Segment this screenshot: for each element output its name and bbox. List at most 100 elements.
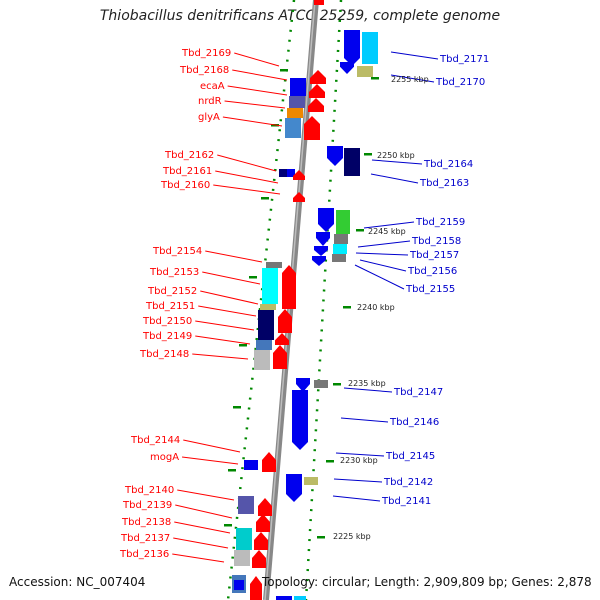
leader-line xyxy=(183,439,241,453)
gene-feature xyxy=(290,78,306,96)
gene-feature xyxy=(244,460,258,470)
gene-arrow-forward xyxy=(250,576,262,600)
gene-label-left: Tbd_2138 xyxy=(121,517,171,528)
gene-arrow-forward xyxy=(308,98,324,112)
gene-feature xyxy=(276,596,292,600)
leader-line xyxy=(172,553,225,563)
leader-line xyxy=(363,221,415,229)
gene-feature xyxy=(254,350,270,370)
topology-text: Topology: circular; Length: 2,909,809 bp… xyxy=(262,575,592,589)
scale-tick xyxy=(228,469,236,472)
gene-feature xyxy=(357,66,373,77)
gene-feature xyxy=(287,108,303,118)
gene-label-right: Tbd_2163 xyxy=(419,178,469,189)
feature-top-red xyxy=(314,0,324,5)
label-leaders xyxy=(172,51,439,563)
map-title: Thiobacillus denitrificans ATCC 25259, c… xyxy=(99,8,501,24)
gene-arrow-forward xyxy=(304,116,320,140)
gene-arrow-forward xyxy=(258,498,272,516)
gene-label-right: Tbd_2170 xyxy=(435,77,485,88)
gene-features xyxy=(232,30,378,600)
dotted-guides xyxy=(226,0,343,600)
gene-label-left: Tbd_2151 xyxy=(145,301,195,312)
leader-line xyxy=(173,537,229,549)
accession-text: Accession: NC_007404 xyxy=(9,575,146,589)
gene-feature xyxy=(344,148,360,176)
leader-line xyxy=(177,489,235,501)
leader-line xyxy=(205,250,263,263)
leader-line xyxy=(198,305,257,317)
leader-line xyxy=(175,504,233,519)
scale-tick xyxy=(333,383,341,386)
leader-line xyxy=(195,335,251,345)
guide-dotted-line-right xyxy=(304,0,343,600)
gene-label-right: Tbd_2171 xyxy=(439,54,489,65)
left-gene-labels: Tbd_2169 Tbd_2168 ecaA nrdR glyA Tbd_2162 Tbd_… xyxy=(119,48,231,560)
scale-tick xyxy=(317,536,325,539)
gene-arrow-reverse xyxy=(312,256,326,266)
leader-line xyxy=(355,252,409,256)
gene-arrow-forward xyxy=(252,550,266,568)
gene-label-left: Tbd_2137 xyxy=(120,533,170,544)
gene-label-right: Tbd_2155 xyxy=(405,284,455,295)
gene-arrow-forward xyxy=(275,333,289,345)
gene-label-left: ecaA xyxy=(200,81,225,92)
gene-arrow-reverse xyxy=(340,62,354,74)
gene-label-right: Tbd_2157 xyxy=(409,250,459,261)
gene-label-right: Tbd_2146 xyxy=(389,417,439,428)
gene-feature xyxy=(260,304,276,310)
gene-feature xyxy=(287,169,295,177)
gene-label-left: Tbd_2152 xyxy=(147,286,197,297)
gene-arrow-forward xyxy=(310,70,326,84)
leader-line xyxy=(370,173,419,184)
gene-arrow-forward xyxy=(256,514,270,532)
leader-line xyxy=(174,521,231,534)
gene-arrow-reverse xyxy=(344,30,360,66)
scale-tick xyxy=(326,460,334,463)
leader-line xyxy=(213,184,281,195)
gene-feature xyxy=(314,380,328,388)
scale-tick xyxy=(371,77,379,80)
gene-feature xyxy=(238,496,254,514)
gene-label-left: Tbd_2162 xyxy=(164,150,214,161)
gene-arrow-reverse xyxy=(327,146,343,166)
scale-label: 2245 kbp xyxy=(368,227,406,236)
gene-arrow-reverse xyxy=(318,208,334,232)
gene-arrow-forward xyxy=(282,265,296,309)
gene-arrow-reverse xyxy=(316,232,330,246)
gene-feature xyxy=(333,244,347,254)
gene-arrow-reverse xyxy=(296,378,310,392)
gene-feature xyxy=(362,32,378,64)
leader-line xyxy=(332,495,381,502)
leader-line xyxy=(359,259,407,272)
scale-tick xyxy=(239,344,247,347)
gene-label-right: Tbd_2156 xyxy=(407,266,457,277)
leader-line xyxy=(202,271,261,285)
gene-label-left: Tbd_2154 xyxy=(152,246,202,257)
leader-line xyxy=(200,290,259,305)
leader-line xyxy=(335,452,385,457)
gene-feature xyxy=(285,118,301,138)
leader-line xyxy=(390,51,439,60)
gene-label-left: Tbd_2139 xyxy=(122,500,172,511)
scale-label: 2225 kbp xyxy=(333,532,371,541)
leader-line xyxy=(354,264,405,290)
gene-arrow-forward xyxy=(293,192,305,202)
gene-label-right: Tbd_2158 xyxy=(411,236,461,247)
leader-line xyxy=(232,69,288,81)
gene-label-left: Tbd_2150 xyxy=(142,316,192,327)
gene-label-left: Tbd_2149 xyxy=(142,331,192,342)
gene-feature xyxy=(279,169,287,177)
leader-line xyxy=(224,100,286,109)
scale-label: 2240 kbp xyxy=(357,303,395,312)
gene-feature xyxy=(266,262,282,268)
gene-feature xyxy=(262,268,278,304)
scale-labels: 2255 kbp 2250 kbp 2245 kbp 2240 kbp 2235 kbp… xyxy=(333,75,429,541)
gene-arrow-forward xyxy=(278,309,292,333)
gene-label-left: Tbd_2168 xyxy=(179,65,229,76)
leader-line xyxy=(182,456,239,465)
gene-label-left: nrdR xyxy=(198,96,222,107)
gene-label-left: Tbd_2169 xyxy=(181,48,231,59)
leader-line xyxy=(343,387,393,393)
